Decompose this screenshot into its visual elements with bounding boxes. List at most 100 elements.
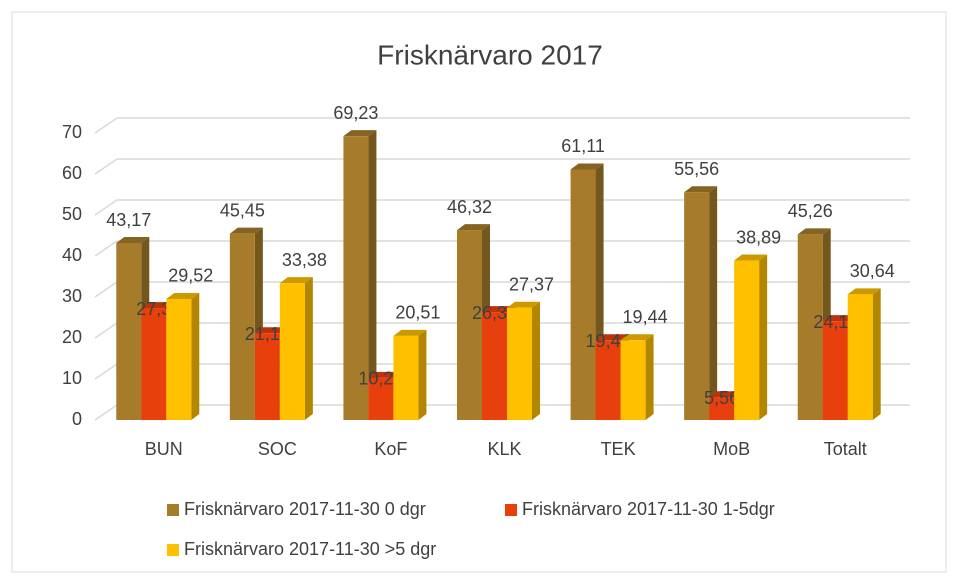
grid-line xyxy=(94,158,910,175)
bar-top xyxy=(279,277,313,284)
value-label: 45,26 xyxy=(788,201,833,221)
bar-side xyxy=(645,334,654,420)
bar xyxy=(822,321,848,420)
value-label: 26,32 xyxy=(472,303,517,323)
bar-side xyxy=(709,186,718,420)
legend-swatch xyxy=(505,504,517,516)
bar xyxy=(254,333,280,420)
legend-swatch xyxy=(167,504,179,516)
legend-swatch xyxy=(167,544,179,556)
y-tick-label: 10 xyxy=(62,368,82,388)
bar-top xyxy=(507,301,540,308)
bar xyxy=(368,377,394,420)
bar-top xyxy=(620,334,654,341)
bar xyxy=(684,192,710,420)
bar xyxy=(709,397,735,420)
value-label: 33,38 xyxy=(282,250,327,270)
x-tick-label: Totalt xyxy=(824,439,867,459)
bar-side xyxy=(304,277,313,420)
legend-label: Frisknärvaro 2017-11-30 0 dgr xyxy=(184,499,426,519)
bar xyxy=(797,234,823,420)
value-label: 30,64 xyxy=(850,261,895,281)
bar xyxy=(229,233,255,420)
value-label: 21,16 xyxy=(245,324,290,344)
bar-top xyxy=(847,288,881,295)
bar-top xyxy=(797,228,831,235)
bar xyxy=(279,283,305,420)
value-label: 38,89 xyxy=(736,227,781,247)
bar xyxy=(595,340,621,420)
bar-side xyxy=(368,130,377,421)
value-label: 43,17 xyxy=(106,210,151,230)
value-label: 45,45 xyxy=(220,200,265,220)
value-label: 19,44 xyxy=(586,331,631,351)
bar-side xyxy=(759,254,768,420)
legend-label: Frisknärvaro 2017-11-30 1-5dgr xyxy=(522,499,775,519)
bar xyxy=(482,312,507,420)
value-label: 27,3 xyxy=(136,299,171,319)
bar-side xyxy=(191,292,200,420)
y-tick-label: 40 xyxy=(62,245,82,265)
grid-line xyxy=(94,240,910,257)
bar xyxy=(620,340,646,420)
y-tick-label: 0 xyxy=(72,409,82,429)
bar-top xyxy=(684,186,718,193)
value-label: 55,56 xyxy=(674,159,719,179)
value-label: 5,56 xyxy=(704,388,739,408)
bar xyxy=(141,308,167,420)
value-label: 19,44 xyxy=(623,307,668,327)
bar-top xyxy=(343,130,377,137)
bar-side xyxy=(532,301,540,420)
y-tick-label: 50 xyxy=(62,204,82,224)
bar-top xyxy=(822,315,856,322)
x-tick-label: TEK xyxy=(601,439,636,459)
bar-top xyxy=(116,237,150,244)
chart-title: Frisknärvaro 2017 xyxy=(377,39,603,70)
y-tick-label: 60 xyxy=(62,163,82,183)
bar-side xyxy=(872,288,881,420)
bar xyxy=(343,136,369,421)
value-label: 10,26 xyxy=(358,369,403,389)
x-tick-label: SOC xyxy=(258,439,297,459)
value-label: 46,32 xyxy=(447,197,492,217)
bar xyxy=(166,298,192,420)
value-label: 27,37 xyxy=(509,275,554,295)
bar xyxy=(457,230,482,420)
y-tick-label: 30 xyxy=(62,286,82,306)
bar xyxy=(570,169,596,420)
bar-top xyxy=(368,371,402,378)
bar-top xyxy=(254,327,288,334)
bar-top xyxy=(482,306,515,313)
bar-top xyxy=(734,254,768,261)
x-tick-label: KLK xyxy=(487,439,521,459)
value-label: 69,23 xyxy=(333,103,378,123)
value-label: 24,11 xyxy=(813,312,857,332)
bar-side xyxy=(418,329,427,420)
bar-top xyxy=(570,163,604,170)
x-tick-label: MoB xyxy=(713,439,750,459)
grid-line xyxy=(94,117,910,134)
bar-top xyxy=(709,391,743,398)
x-tick-label: KoF xyxy=(374,439,407,459)
value-label: 29,52 xyxy=(168,266,213,286)
bar-top xyxy=(166,292,200,299)
y-tick-label: 70 xyxy=(62,122,82,142)
bar-top xyxy=(595,334,629,341)
bar xyxy=(393,335,419,420)
y-tick-label: 20 xyxy=(62,327,82,347)
x-tick-label: BUN xyxy=(145,439,183,459)
bar xyxy=(507,307,532,420)
bar xyxy=(734,260,760,420)
bar xyxy=(116,243,142,420)
value-label: 61,11 xyxy=(561,136,605,156)
value-label: 20,51 xyxy=(395,303,440,323)
grid-line xyxy=(94,199,910,216)
bar-top xyxy=(141,302,175,309)
legend-label: Frisknärvaro 2017-11-30 >5 dgr xyxy=(184,539,436,559)
bar-top xyxy=(393,329,427,336)
bar-top xyxy=(457,224,490,231)
bar-top xyxy=(229,227,263,234)
bar xyxy=(847,294,873,420)
